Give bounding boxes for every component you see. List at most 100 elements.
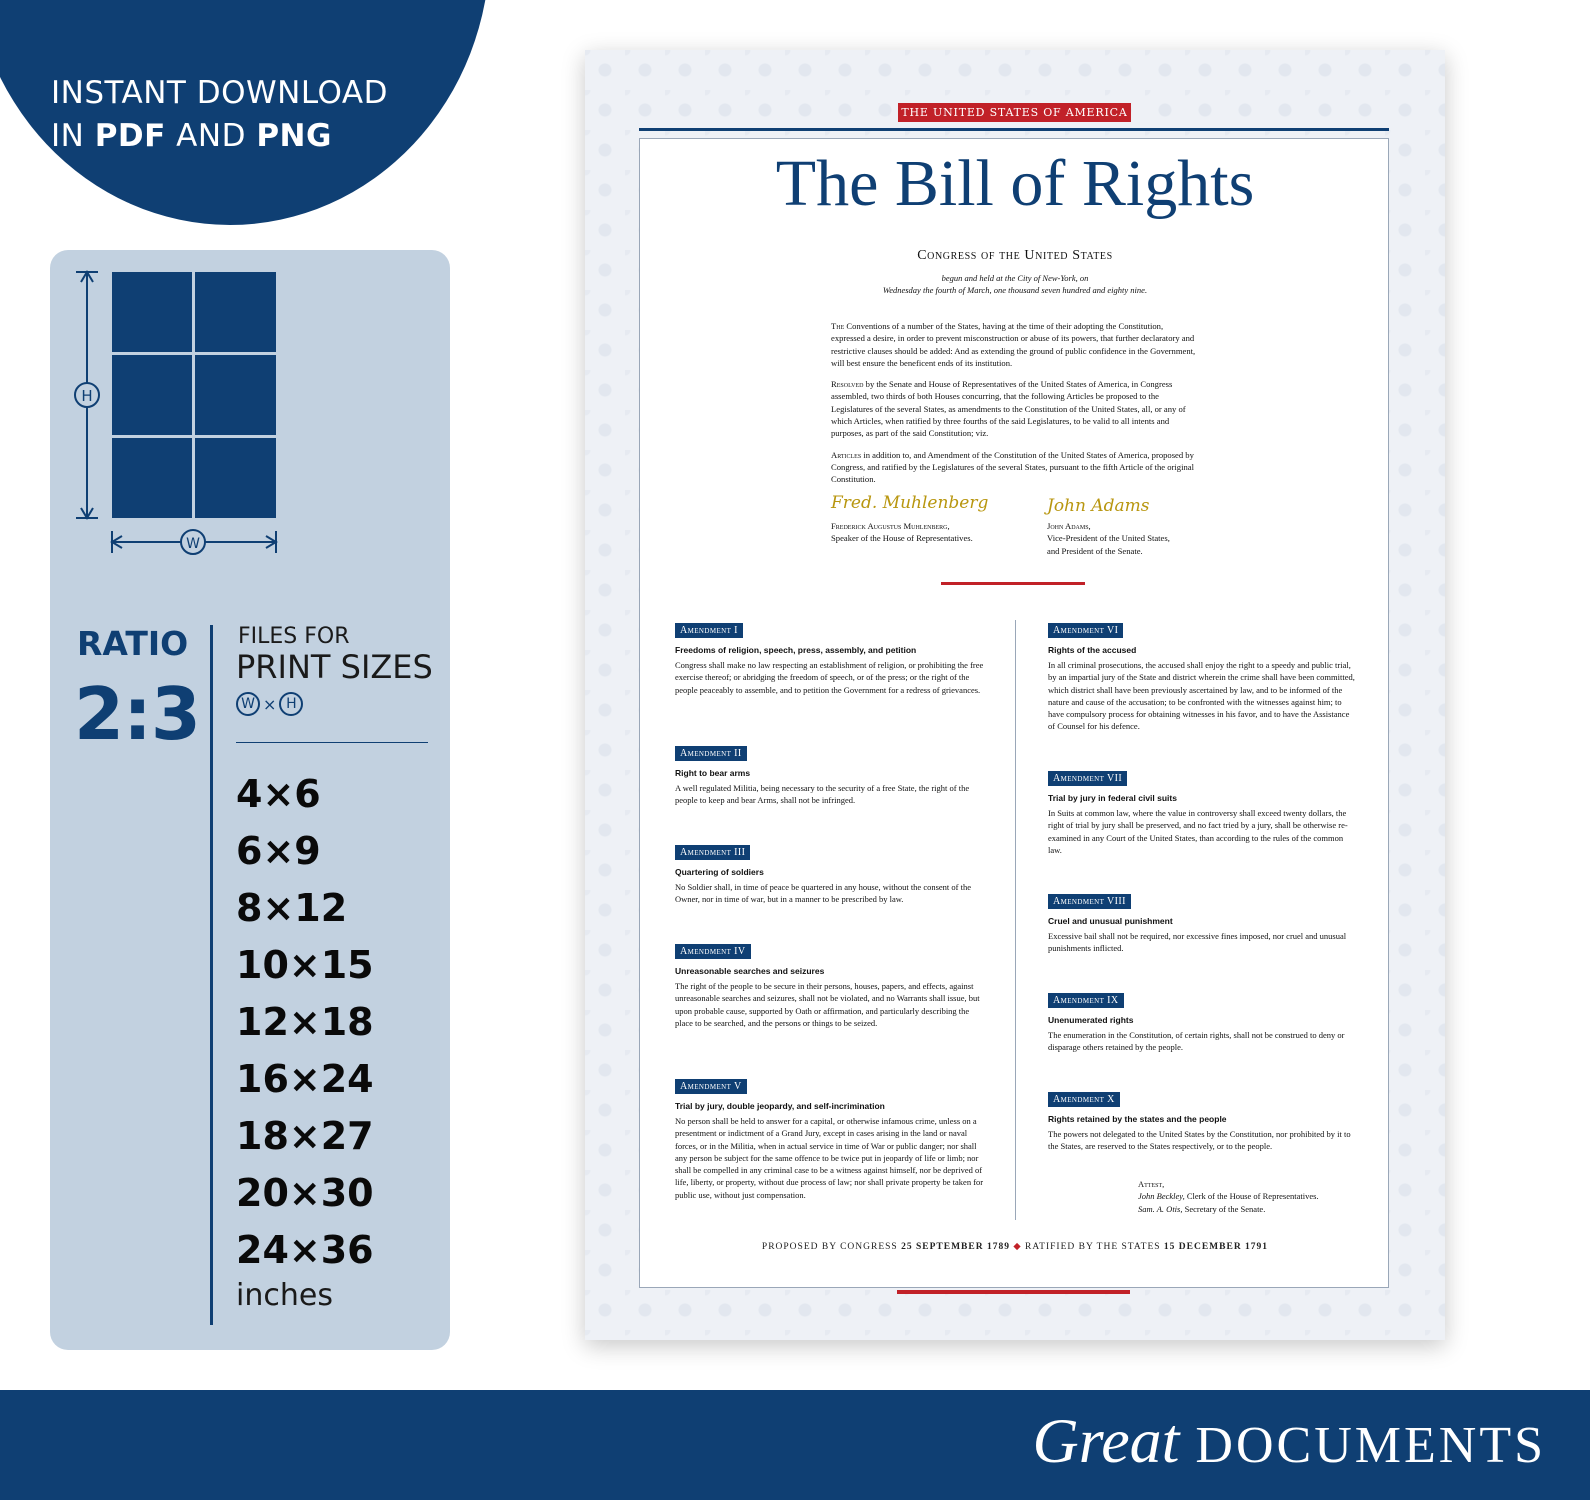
grid-cell (195, 438, 276, 518)
height-label: H (81, 387, 92, 405)
amendment-tag: Amendment III (675, 845, 751, 860)
size-item: 10×15 (236, 943, 374, 987)
width-by-height: W × H (236, 692, 304, 716)
signer-role: and President of the Senate. (1047, 545, 1143, 556)
signer-role: Vice-President of the United States, (1047, 533, 1170, 544)
diamond-icon: ◆ (1013, 1242, 1022, 1252)
print-sizes-label: PRINT SIZES (236, 648, 433, 686)
amendment-tag: Amendment IX (1048, 993, 1124, 1008)
attest-role: Clerk of the House of Representatives. (1184, 1191, 1319, 1202)
w-circle-icon: W (236, 692, 260, 716)
preamble-paragraph: The Conventions of a number of the State… (831, 320, 1199, 369)
amendment-text: Congress shall make no law respecting an… (675, 660, 984, 695)
session-note: begun and held at the City of New-York, … (585, 272, 1445, 296)
size-item: 12×18 (236, 1000, 374, 1044)
amendment-tag: Amendment VII (1048, 771, 1128, 786)
amendment-subtitle: Trial by jury in federal civil suits (1048, 793, 1177, 803)
size-item: 16×24 (236, 1057, 374, 1101)
h-circle-icon: H (279, 692, 304, 716)
size-item: 18×27 (236, 1114, 374, 1158)
amendment-2: Amendment II Right to bear arms A well r… (675, 743, 985, 807)
preamble-text: by the Senate and House of Representativ… (831, 379, 1186, 439)
size-item: 8×12 (236, 886, 348, 930)
brand-documents: DOCUMENTS (1195, 1417, 1546, 1474)
amendment-text: No Soldier shall, in time of peace be qu… (675, 882, 972, 905)
preamble-text: in addition to, and Amendment of the Con… (831, 449, 1194, 485)
badge-text: INSTANT DOWNLOAD IN PDF AND PNG (51, 72, 388, 158)
preamble-lead: The (831, 321, 845, 331)
amendment-4: Amendment IV Unreasonable searches and s… (675, 941, 985, 1029)
amendment-3: Amendment III Quartering of soldiers No … (675, 842, 985, 906)
proposed-date: 25 SEPTEMBER 1789 (901, 1242, 1010, 1252)
amendment-subtitle: Freedoms of religion, speech, press, ass… (675, 645, 917, 655)
files-for-label: FILES FOR (238, 624, 350, 649)
amendment-tag: Amendment VIII (1048, 894, 1131, 909)
amendment-tag: Amendment I (675, 623, 743, 638)
badge-png: PNG (256, 118, 332, 154)
ratification-line: PROPOSED BY CONGRESS 25 SEPTEMBER 1789 ◆… (585, 1241, 1445, 1252)
dimension-diagram: H W (74, 270, 278, 555)
poster-title: The Bill of Rights (775, 147, 1255, 220)
adams-signature-block: John Adams, Vice-President of the United… (1047, 520, 1170, 557)
column-divider (1015, 620, 1016, 1220)
congress-heading: Congress of the United States (917, 248, 1113, 263)
attestation: Attest, John Beckley, Clerk of the House… (1138, 1178, 1319, 1215)
attest-line: Sam. A. Otis, Secretary of the Senate. (1138, 1203, 1319, 1215)
attest-name: Sam. A. Otis, (1138, 1203, 1183, 1214)
muhlenberg-signature-block: Frederick Augustus Muhlenberg, Speaker o… (831, 520, 973, 545)
title-rule (639, 128, 1389, 131)
muhlenberg-signature: Fred. Muhlenberg (831, 493, 989, 513)
width-label: W (186, 536, 200, 552)
grid-cell (112, 272, 192, 352)
amendment-10: Amendment X Rights retained by the state… (1048, 1089, 1358, 1153)
poster-preview: THE UNITED STATES OF AMERICA The Bill of… (585, 50, 1445, 1340)
badge-line-2: IN PDF AND PNG (51, 115, 388, 158)
country-band: THE UNITED STATES OF AMERICA (898, 103, 1131, 122)
ratified-label: RATIFIED BY THE STATES (1025, 1242, 1164, 1252)
attest-name: John Beckley, (1138, 1191, 1185, 1202)
amendment-tag: Amendment II (675, 746, 747, 761)
brand-bar: Great DOCUMENTS (0, 1390, 1590, 1500)
preamble-lead: Articles (831, 449, 862, 460)
units-label: inches (236, 1278, 333, 1313)
signer-name: Frederick Augustus Muhlenberg, (831, 521, 950, 531)
adams-signature: John Adams (1047, 496, 1150, 516)
attest-line: John Beckley, Clerk of the House of Repr… (1138, 1190, 1319, 1202)
amendment-1: Amendment I Freedoms of religion, speech… (675, 620, 985, 696)
badge-pdf: PDF (94, 118, 166, 154)
attest-label: Attest, (1138, 1179, 1165, 1189)
ratified-date: 15 DECEMBER 1791 (1163, 1242, 1269, 1252)
attest-role: Secretary of the Senate. (1182, 1203, 1266, 1214)
panel-divider (210, 625, 213, 1325)
grid-cell (195, 355, 276, 435)
amendment-subtitle: Rights retained by the states and the pe… (1048, 1114, 1227, 1124)
amendment-5: Amendment V Trial by jury, double jeopar… (675, 1076, 985, 1201)
amendment-text: Excessive bail shall not be required, no… (1048, 931, 1347, 954)
preamble-paragraph: Resolved by the Senate and House of Repr… (831, 378, 1199, 439)
amendment-subtitle: Trial by jury, double jeopardy, and self… (675, 1101, 885, 1111)
preamble: The Conventions of a number of the State… (831, 320, 1199, 495)
proposed-label: PROPOSED BY CONGRESS (761, 1242, 902, 1252)
ratio-label: RATIO (77, 624, 189, 663)
amendment-text: No person shall be held to answer for a … (675, 1116, 984, 1200)
amendment-text: A well regulated Militia, being necessar… (675, 783, 970, 806)
amendment-tag: Amendment IV (675, 944, 751, 959)
width-marker (180, 529, 206, 555)
amendment-9: Amendment IX Unenumerated rights The enu… (1048, 990, 1358, 1054)
grid-cell (195, 272, 276, 352)
amendment-text: The right of the people to be secure in … (675, 981, 980, 1028)
frame-grid (112, 272, 276, 518)
amendment-subtitle: Cruel and unusual punishment (1048, 916, 1173, 926)
amendment-tag: Amendment V (675, 1079, 747, 1094)
amendment-subtitle: Right to bear arms (675, 768, 751, 778)
session-note-line: begun and held at the City of New-York, … (941, 273, 1089, 283)
info-panel: H W RATIO 2:3 FILES FOR PRINT SIZES W × … (50, 250, 450, 1350)
poster-frame (639, 138, 1389, 1288)
amendment-tag: Amendment VI (1048, 623, 1124, 638)
badge-line-2-pre: IN (51, 118, 95, 154)
signer-name: John Adams, (1047, 521, 1091, 531)
badge-line-1: INSTANT DOWNLOAD (51, 75, 388, 111)
session-note-line: Wednesday the fourth of March, one thous… (882, 285, 1148, 295)
grid-cell (112, 438, 192, 518)
preamble-lead: Resolved (831, 379, 864, 390)
